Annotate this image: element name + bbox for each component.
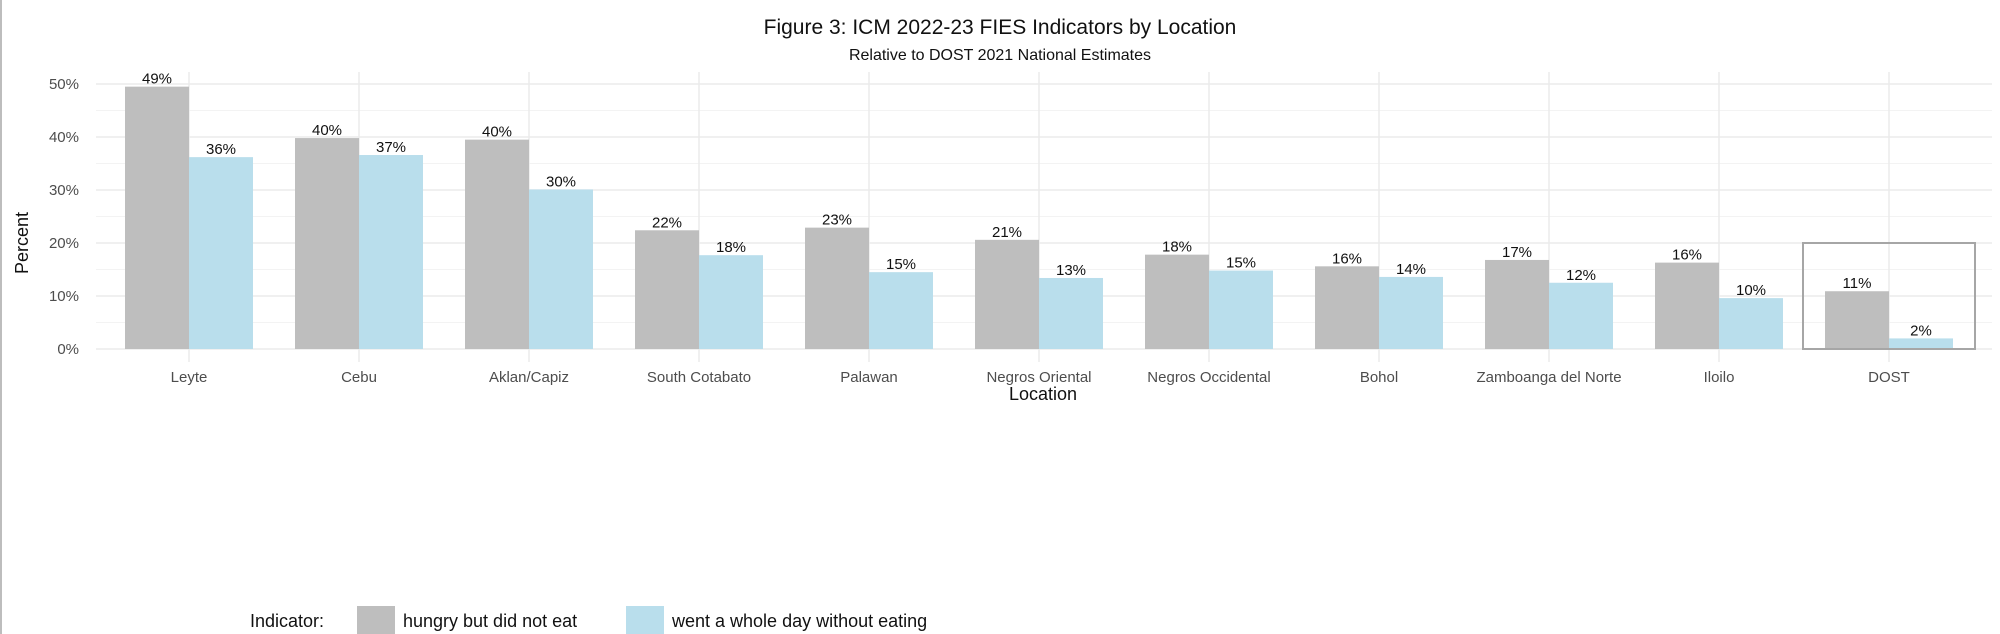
bar-hungry: [295, 138, 359, 349]
x-tick-label: Bohol: [1360, 369, 1398, 386]
data-label: 14%: [1396, 261, 1426, 278]
bar-whole-day: [1719, 298, 1783, 349]
bar-whole-day: [699, 255, 763, 349]
legend-label-hungry: hungry but did not eat: [403, 611, 577, 631]
data-label: 21%: [992, 224, 1022, 241]
bar-whole-day: [869, 272, 933, 349]
highlight-box: [1802, 242, 1976, 350]
y-tick-label: 20%: [49, 235, 79, 252]
chart-subtitle: Relative to DOST 2021 National Estimates: [849, 47, 1151, 64]
x-tick-label: Cebu: [341, 369, 377, 386]
bar-hungry: [125, 86, 189, 350]
data-label: 37%: [376, 139, 406, 156]
data-label: 40%: [312, 122, 342, 139]
x-tick-label: Iloilo: [1704, 369, 1735, 386]
bar-whole-day: [1889, 338, 1953, 349]
bar-hungry: [465, 139, 529, 349]
bar-hungry: [1655, 262, 1719, 349]
bar-whole-day: [359, 155, 423, 349]
legend-swatch-hungry: [357, 606, 395, 634]
legend: Indicator: hungry but did not eat went a…: [250, 606, 927, 634]
x-tick-label: Negros Oriental: [986, 369, 1091, 386]
data-label: 2%: [1910, 322, 1932, 339]
data-label: 13%: [1056, 262, 1086, 279]
data-label: 40%: [482, 124, 512, 141]
y-tick-label: 50%: [49, 76, 79, 93]
bar-hungry: [805, 227, 869, 349]
data-label: 18%: [1162, 239, 1192, 256]
y-tick-label: 10%: [49, 288, 79, 305]
x-tick-label: Negros Occidental: [1147, 369, 1270, 386]
legend-label-whole-day: went a whole day without eating: [671, 611, 927, 631]
data-label: 36%: [206, 141, 236, 158]
x-tick-label: DOST: [1868, 369, 1910, 386]
bar-hungry: [975, 239, 1039, 349]
bar-whole-day: [189, 157, 253, 349]
bar-hungry: [635, 230, 699, 349]
bar-hungry: [1485, 259, 1549, 349]
legend-title: Indicator:: [250, 611, 324, 631]
legend-swatch-whole-day: [626, 606, 664, 634]
x-tick-label: Leyte: [171, 369, 208, 386]
bar-whole-day: [1039, 277, 1103, 349]
y-tick-label: 0%: [57, 341, 79, 358]
data-label: 16%: [1332, 250, 1362, 267]
chart-title: Figure 3: ICM 2022-23 FIES Indicators by…: [764, 16, 1237, 39]
data-label: 15%: [886, 256, 916, 273]
data-label: 15%: [1226, 255, 1256, 272]
x-tick-label: Palawan: [840, 369, 898, 386]
y-tick-label: 40%: [49, 129, 79, 146]
data-label: 12%: [1566, 267, 1596, 284]
bar-hungry: [1315, 266, 1379, 349]
x-axis-title: Location: [1009, 384, 1077, 404]
data-label: 18%: [716, 239, 746, 256]
y-axis-title: Percent: [12, 212, 32, 274]
y-tick-label: 30%: [49, 182, 79, 199]
data-label: 22%: [652, 214, 682, 231]
data-label: 16%: [1672, 247, 1702, 264]
data-label: 49%: [142, 71, 172, 88]
x-tick-label: South Cotabato: [647, 369, 751, 386]
bar-whole-day: [1379, 276, 1443, 349]
x-tick-label: Zamboanga del Norte: [1476, 369, 1621, 386]
data-label: 11%: [1843, 275, 1872, 292]
bar-hungry: [1825, 291, 1889, 349]
data-label: 23%: [822, 212, 852, 229]
bar-whole-day: [1549, 282, 1613, 349]
data-label: 10%: [1736, 282, 1766, 299]
data-label: 30%: [546, 173, 576, 190]
bar-whole-day: [529, 189, 593, 349]
data-label: 17%: [1502, 244, 1532, 261]
x-tick-label: Aklan/Capiz: [489, 369, 569, 386]
bar-whole-day: [1209, 270, 1273, 349]
bar-hungry: [1145, 254, 1209, 349]
